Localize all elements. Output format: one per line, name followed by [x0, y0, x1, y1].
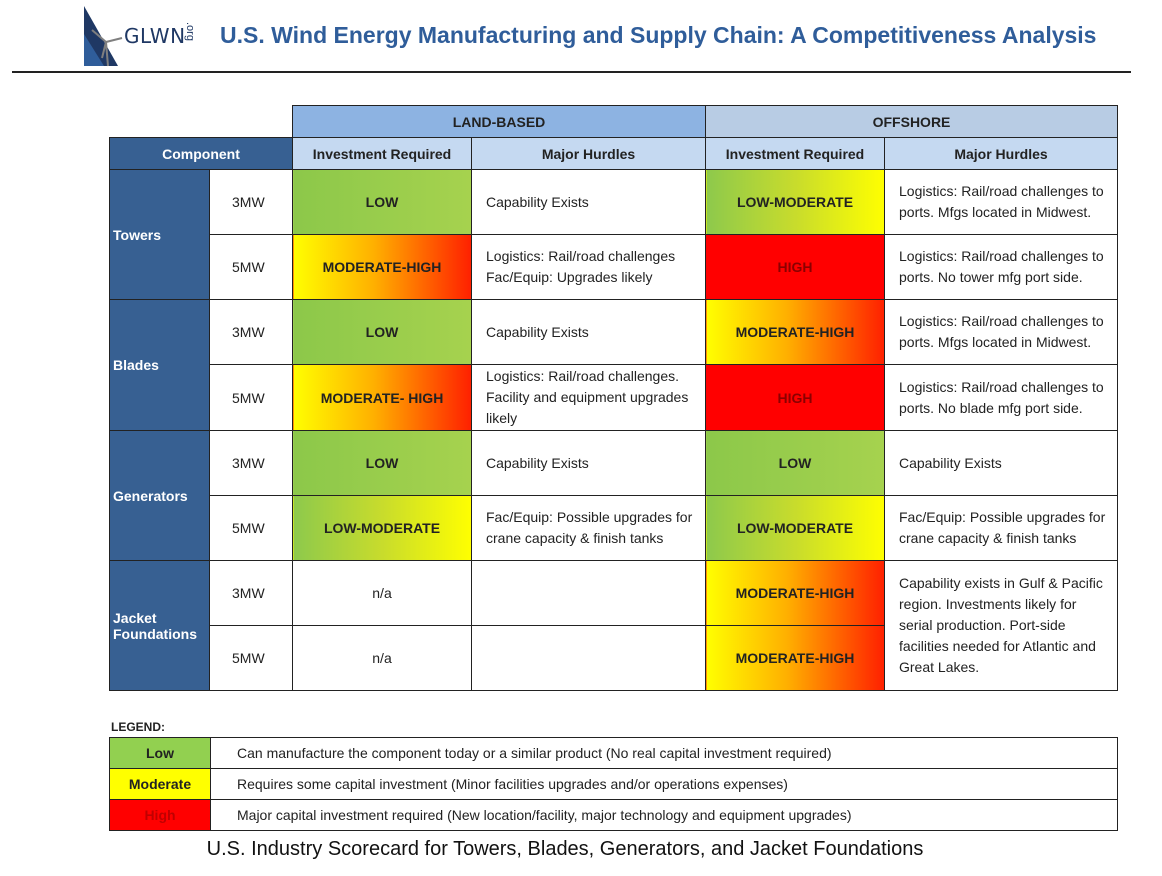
- blank-corner: [110, 106, 293, 138]
- offshore-hurdle: Fac/Equip: Possible upgrades for crane c…: [884, 495, 1118, 561]
- legend-key-low: Low: [109, 737, 211, 769]
- column-header-offshore-investment: Investment Required: [705, 137, 885, 170]
- table-row: Blades 3MW LOW Capability Exists MODERAT…: [109, 299, 1118, 431]
- legend-key-moderate: Moderate: [109, 768, 211, 800]
- land-hurdle: [471, 625, 706, 691]
- land-investment-level: MODERATE- HIGH: [292, 364, 472, 431]
- offshore-hurdle: Logistics: Rail/road challenges to ports…: [884, 234, 1118, 300]
- table-row: 5MW MODERATE-HIGH Logistics: Rail/road c…: [110, 234, 1118, 300]
- capacity-cell: 5MW: [209, 364, 293, 431]
- column-header-component: Component: [109, 137, 293, 170]
- logo-text: GLWN: [124, 24, 186, 48]
- land-investment-level: LOW: [292, 169, 472, 235]
- offshore-investment-level: LOW-MODERATE: [705, 495, 885, 561]
- offshore-hurdle: Logistics: Rail/road challenges to ports…: [884, 364, 1118, 431]
- component-blades: Blades: [109, 299, 210, 431]
- table-row: 5MW MODERATE- HIGH Logistics: Rail/road …: [110, 364, 1118, 431]
- logo-suffix: .org: [184, 22, 196, 41]
- table-row: Jacket Foundations 3MW n/a MODERATE-HIGH…: [109, 560, 1118, 691]
- page-header: GLWN .org U.S. Wind Energy Manufacturing…: [0, 0, 1162, 74]
- land-investment-level: MODERATE-HIGH: [292, 234, 472, 300]
- legend-row: High Major capital investment required (…: [109, 799, 1118, 831]
- table-row: Generators 3MW LOW Capability Exists LOW…: [109, 430, 1118, 561]
- offshore-hurdle: Capability exists in Gulf & Pacific regi…: [884, 560, 1118, 691]
- land-hurdle: Fac/Equip: Possible upgrades for crane c…: [471, 495, 706, 561]
- legend-key-high: High: [109, 799, 211, 831]
- capacity-cell: 3MW: [209, 169, 293, 235]
- capacity-cell: 3MW: [209, 299, 293, 365]
- offshore-investment-level: MODERATE-HIGH: [705, 299, 885, 365]
- column-header-offshore-hurdles: Major Hurdles: [884, 137, 1118, 170]
- header-divider: [12, 71, 1131, 73]
- land-investment-level: n/a: [292, 560, 472, 626]
- offshore-hurdle: Logistics: Rail/road challenges to ports…: [884, 299, 1118, 365]
- table-row: Towers 3MW LOW Capability Exists LOW-MOD…: [109, 169, 1118, 300]
- component-generators: Generators: [109, 430, 210, 561]
- offshore-investment-level: HIGH: [705, 234, 885, 300]
- offshore-investment-level: MODERATE-HIGH: [705, 625, 885, 691]
- capacity-cell: 3MW: [209, 560, 293, 626]
- land-hurdle: Capability Exists: [471, 169, 706, 235]
- capacity-cell: 5MW: [209, 234, 293, 300]
- column-header-land-hurdles: Major Hurdles: [471, 137, 706, 170]
- legend-description: Major capital investment required (New l…: [210, 799, 1118, 831]
- capacity-cell: 5MW: [209, 625, 293, 691]
- legend-row: Moderate Requires some capital investmen…: [109, 768, 1118, 800]
- land-hurdle: [471, 560, 706, 626]
- legend-description: Can manufacture the component today or a…: [210, 737, 1118, 769]
- scorecard-table: LAND-BASED OFFSHORE Component Investment…: [109, 105, 1118, 691]
- offshore-hurdle: Capability Exists: [884, 430, 1118, 496]
- offshore-investment-level: LOW: [705, 430, 885, 496]
- land-investment-level: n/a: [292, 625, 472, 691]
- component-jacket-foundations: Jacket Foundations: [109, 560, 210, 691]
- capacity-cell: 5MW: [209, 495, 293, 561]
- land-hurdle: Logistics: Rail/road challenges. Facilit…: [471, 364, 706, 431]
- table-row: 5MW LOW-MODERATE Fac/Equip: Possible upg…: [110, 495, 1118, 561]
- legend-title: LEGEND:: [111, 720, 165, 734]
- land-hurdle: Capability Exists: [471, 299, 706, 365]
- legend-description: Requires some capital investment (Minor …: [210, 768, 1118, 800]
- figure-caption: U.S. Industry Scorecard for Towers, Blad…: [206, 838, 924, 860]
- land-investment-level: LOW-MODERATE: [292, 495, 472, 561]
- group-header-land: LAND-BASED: [292, 105, 706, 138]
- offshore-investment-level: LOW-MODERATE: [705, 169, 885, 235]
- land-hurdle: Logistics: Rail/road challenges Fac/Equi…: [471, 234, 706, 300]
- capacity-cell: 3MW: [209, 430, 293, 496]
- land-hurdle: Capability Exists: [471, 430, 706, 496]
- offshore-hurdle: Logistics: Rail/road challenges to ports…: [884, 169, 1118, 235]
- component-towers: Towers: [109, 169, 210, 300]
- document-title: U.S. Wind Energy Manufacturing and Suppl…: [220, 22, 1097, 48]
- offshore-investment-level: MODERATE-HIGH: [705, 560, 885, 626]
- group-header-offshore: OFFSHORE: [705, 105, 1118, 138]
- legend-table: Low Can manufacture the component today …: [109, 737, 1118, 831]
- legend-row: Low Can manufacture the component today …: [109, 737, 1118, 769]
- offshore-investment-level: HIGH: [705, 364, 885, 431]
- land-investment-level: LOW: [292, 430, 472, 496]
- column-header-land-investment: Investment Required: [292, 137, 472, 170]
- land-investment-level: LOW: [292, 299, 472, 365]
- table-row: 5MW n/a MODERATE-HIGH: [110, 625, 1118, 691]
- wind-turbine-logo-icon: [84, 6, 123, 67]
